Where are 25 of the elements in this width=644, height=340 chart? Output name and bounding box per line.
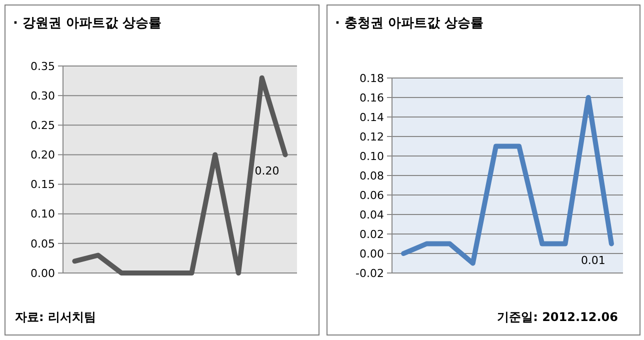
- chart-title: · 충청권 아파트값 상승률: [335, 16, 484, 31]
- y-tick-label: 0.08: [360, 169, 384, 182]
- y-tick-label: 0.14: [360, 110, 384, 124]
- text: 기준일: 2012.12.06: [497, 310, 618, 324]
- data-label: 0.01: [580, 254, 606, 267]
- y-tick-label: 0.20: [30, 148, 55, 162]
- y-tick-label: 0.00: [360, 247, 384, 260]
- y-tick-label: 0.06: [360, 188, 384, 202]
- y-tick-label: 0.15: [30, 178, 55, 192]
- y-tick-label: 0.10: [30, 208, 55, 221]
- y-tick-label: 0.12: [360, 130, 384, 144]
- text: 자료: 리서치팀: [15, 310, 96, 324]
- y-tick-label: 0.30: [30, 89, 55, 102]
- y-tick-label: 0.18: [360, 72, 384, 85]
- y-tick-label: 0.10: [360, 150, 384, 163]
- y-tick-label: 0.02: [360, 228, 384, 241]
- y-tick-label: 0.16: [360, 91, 384, 104]
- y-tick-label: 0.05: [30, 237, 55, 250]
- data-label: 0.20: [254, 164, 280, 178]
- y-tick-label: 0.35: [30, 60, 55, 73]
- y-tick-label: -0.02: [356, 266, 384, 280]
- chart-title: · 강원권 아파트값 상승률: [13, 16, 162, 31]
- y-tick-label: 0.00: [30, 266, 55, 280]
- y-tick-label: 0.25: [30, 118, 55, 132]
- y-tick-label: 0.04: [360, 208, 384, 222]
